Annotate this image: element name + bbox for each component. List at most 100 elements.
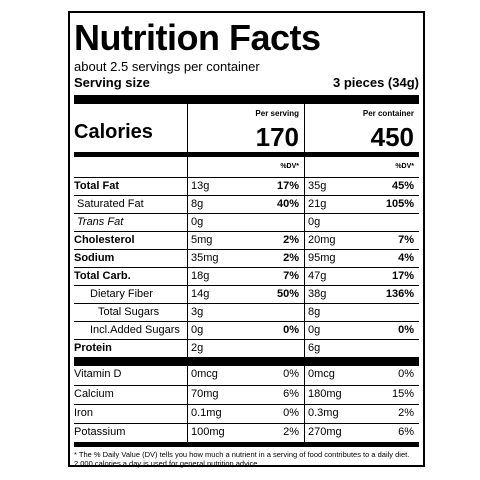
vitamin-row-calcium: Calcium 70mg 6% 180mg 15% [74,385,419,404]
nutrient-row-saturated-fat: Saturated Fat 8g 40% 21g 105% [74,195,419,213]
dv-header-row: %DV* %DV* [74,157,419,177]
container-dv: 7% [398,234,414,246]
vitamin-table: Vitamin D 0mcg 0% 0mcg 0% Calcium 70mg 6… [74,366,419,442]
container-amount: 180mg [304,386,367,404]
serving-amount: 5mg [187,232,250,249]
nutrient-name: Protein [74,342,112,354]
label-title: Nutrition Facts [74,17,321,58]
footnote: * The % Daily Value (DV) tells you how m… [74,450,410,468]
serving-dv: 40% [276,198,299,210]
calories-per-serving: 170 [255,122,299,152]
medium-divider [74,152,419,157]
thick-divider [74,95,419,104]
calories-per-container: 450 [370,122,414,152]
vitamin-row-iron: Iron 0.1mg 0% 0.3mg 2% [74,404,419,423]
vitamin-row-potassium: Potassium 100mg 2% 270mg 6% [74,423,419,442]
serving-amount: 3g [187,304,250,321]
container-dv: 4% [398,252,414,264]
nutrient-name: Total Sugars [98,306,160,318]
container-amount: 35g [304,178,367,195]
serving-amount: 0mcg [187,366,250,385]
container-amount: 38g [304,286,367,303]
nutrient-name: Sodium [74,252,115,264]
nutrient-table: Total Fat 13g 17% 35g 45% Saturated Fat … [74,177,419,357]
vitamin-row-vitamin-d: Vitamin D 0mcg 0% 0mcg 0% [74,366,419,385]
nutrient-name: Total Carb. [74,270,131,282]
serving-amount: 0.1mg [187,405,250,423]
container-dv: 136% [385,288,414,300]
container-amount: 270mg [304,424,367,442]
container-dv [367,304,419,321]
container-amount: 21g [304,196,367,213]
serving-dv: 2% [283,234,299,246]
serving-amount: 70mg [187,386,250,404]
serving-dv: 6% [283,388,299,400]
container-dv: 105% [385,198,414,210]
serving-amount: 8g [187,196,250,213]
serving-amount: 14g [187,286,250,303]
container-dv: 45% [391,180,414,192]
nutrient-row-trans-fat: Trans Fat 0g 0g [74,213,419,231]
container-dv: 17% [391,270,414,282]
serving-amount: 35mg [187,250,250,267]
nutrient-row-total-carb: Total Carb. 18g 7% 47g 17% [74,267,419,285]
container-amount: 0mcg [304,366,367,385]
container-amount: 95mg [304,250,367,267]
vitamin-name: Vitamin D [74,368,122,380]
thick-divider [74,357,419,366]
container-amount: 0.3mg [304,405,367,423]
nutrition-facts-label: Nutrition Facts about 2.5 servings per c… [68,11,425,468]
servings-per-container: about 2.5 servings per container [74,59,260,74]
nutrient-name: Incl.Added Sugars [90,324,180,336]
container-amount: 47g [304,268,367,285]
nutrient-row-added-sugars: Incl.Added Sugars 0g 0% 0g 0% [74,321,419,339]
nutrient-row-dietary-fiber: Dietary Fiber 14g 50% 38g 136% [74,285,419,303]
nutrient-row-cholesterol: Cholesterol 5mg 2% 20mg 7% [74,231,419,249]
per-serving-header: Per serving [255,109,299,118]
container-amount: 20mg [304,232,367,249]
serving-amount: 2g [187,340,250,357]
serving-size-value: 3 pieces (34g) [333,75,419,90]
per-container-header: Per container [362,109,414,118]
container-dv: 0% [398,324,414,336]
dv-header-container: %DV* [395,163,414,170]
serving-amount: 100mg [187,424,250,442]
serving-size-label: Serving size [74,75,150,90]
serving-dv: 2% [283,252,299,264]
serving-amount: 0g [187,214,250,231]
dv-header-serving: %DV* [280,163,299,170]
container-dv: 15% [391,388,414,400]
container-dv [367,340,419,357]
vitamin-name: Calcium [74,388,114,400]
vitamin-name: Potassium [74,426,126,438]
medium-divider [74,442,419,447]
calories-section: Calories Per serving 170 Per container 4… [74,104,419,152]
container-dv: 6% [398,426,414,438]
serving-dv: 7% [283,270,299,282]
serving-dv: 2% [283,426,299,438]
nutrient-name: Total Fat [74,180,120,192]
serving-dv: 50% [276,288,299,300]
serving-size-row: Serving size 3 pieces (34g) [74,75,419,90]
serving-dv: 0% [283,407,299,419]
container-dv [367,214,419,231]
container-amount: 6g [304,340,367,357]
serving-dv [250,340,304,357]
container-amount: 8g [304,304,367,321]
serving-dv: 0% [283,368,299,380]
serving-dv [250,214,304,231]
serving-dv [250,304,304,321]
serving-amount: 13g [187,178,250,195]
container-dv: 0% [398,368,414,380]
nutrient-name: Cholesterol [74,234,135,246]
nutrient-row-protein: Protein 2g 6g [74,339,419,357]
container-dv: 2% [398,407,414,419]
container-amount: 0g [304,322,367,339]
serving-amount: 0g [187,322,250,339]
nutrient-name: Dietary Fiber [90,288,153,300]
serving-amount: 18g [187,268,250,285]
container-amount: 0g [304,214,367,231]
serving-dv: 0% [283,324,299,336]
serving-dv: 17% [276,180,299,192]
nutrient-row-total-sugars: Total Sugars 3g 8g [74,303,419,321]
